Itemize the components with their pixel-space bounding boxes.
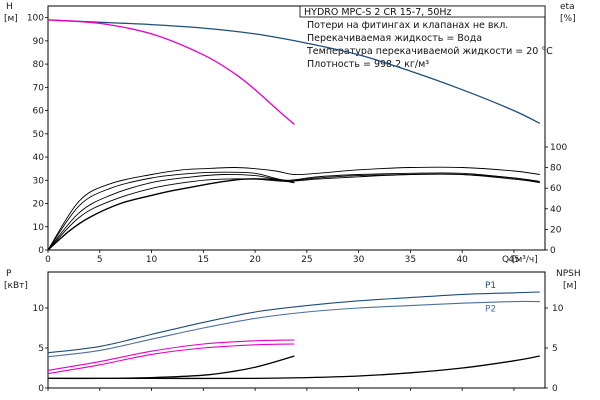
x-tick-label: 10 — [146, 255, 158, 265]
x-tick-label: 30 — [353, 255, 365, 265]
bottom-plot-frame — [47, 271, 546, 389]
tick-labels: 0 5 10 15 20 25 30 35 40 450102030405060708090100… — [27, 14, 568, 394]
h-tick-label: 30 — [33, 176, 45, 186]
bottom-curve-1 — [47, 291, 540, 354]
eta-tick-label: 0 — [550, 246, 556, 256]
eta-tick-label: 100 — [550, 143, 567, 153]
h-tick-label: 60 — [33, 107, 45, 117]
top-right-axis-label-line2: [%] — [560, 14, 576, 24]
x-tick-label: 5 — [97, 255, 103, 265]
x-tick-label: 35 — [405, 255, 416, 265]
h-tick-label: 90 — [33, 37, 45, 47]
h-tick-label: 20 — [33, 200, 45, 210]
bottom-right-axis-label-line1: NPSH — [556, 269, 581, 279]
efficiency-curve-1 — [47, 173, 540, 251]
eta-tick-label: 80 — [550, 164, 562, 174]
h-tick-label: 80 — [33, 60, 45, 70]
top-plot-frame — [47, 5, 546, 251]
npsh-tick-label: 10 — [552, 304, 564, 314]
chart-title: HYDRO MPC-S 2 CR 15-7, 50Hz — [304, 7, 452, 18]
eta-tick-label: 40 — [550, 205, 562, 215]
h-tick-label: 70 — [33, 83, 45, 93]
bottom-curve-3 — [47, 339, 295, 371]
npsh-tick-label: 0 — [552, 384, 558, 394]
info-line-3: Температура перекачиваемой жидкости = 20… — [306, 46, 553, 57]
title-box — [299, 5, 546, 18]
h-tick-label: 40 — [33, 153, 45, 163]
x-axis-label: Q [м³/ч] — [502, 255, 538, 265]
info-line-4: Плотность = 998.2 кг/м³ — [307, 59, 429, 70]
efficiency-curve-4 — [47, 166, 540, 251]
eta-tick-label: 20 — [550, 225, 562, 235]
p-tick-label: 5 — [38, 344, 44, 354]
info-line-1: Потери на фитингах и клапанах не вкл. — [307, 20, 508, 31]
x-tick-label: 0 — [45, 255, 51, 265]
bottom-curve-2 — [47, 300, 540, 358]
p-tick-label: 0 — [38, 384, 44, 394]
series-label-p2: P2 — [485, 305, 496, 315]
x-tick-label: 25 — [301, 255, 312, 265]
bottom-right-axis-label-line2: [м] — [563, 281, 577, 291]
top-series — [47, 19, 541, 251]
x-tick-label: 45 — [508, 255, 519, 265]
p-tick-label: 10 — [33, 304, 45, 314]
top-left-axis-label-line2: [м] — [4, 14, 18, 24]
h-tick-label: 10 — [33, 223, 45, 233]
bottom-curve-4 — [47, 343, 295, 375]
efficiency-curve-3 — [47, 171, 540, 251]
eta-tick-label: 60 — [550, 184, 562, 194]
h-tick-label: 0 — [38, 246, 44, 256]
head-curve-1 — [47, 19, 541, 124]
bottom-left-axis-label-line2: [кВт] — [4, 281, 28, 291]
bottom-curve-6 — [47, 355, 540, 380]
efficiency-curve-2 — [47, 172, 540, 251]
series-labels: P1 P2 — [485, 281, 496, 315]
info-line-2: Перекачиваемая жидкость = Вода — [307, 33, 482, 44]
bottom-left-axis-label-line1: P — [6, 269, 12, 279]
h-tick-label: 100 — [27, 14, 44, 24]
head-curve-2 — [47, 19, 295, 125]
top-left-axis-label-line1: H — [6, 2, 13, 12]
bottom-series — [47, 291, 540, 380]
efficiency-curve-5 — [47, 178, 295, 251]
x-tick-label: 40 — [456, 255, 468, 265]
npsh-tick-label: 5 — [552, 344, 558, 354]
h-tick-label: 50 — [33, 130, 45, 140]
x-tick-label: 20 — [249, 255, 261, 265]
x-tick-label: 15 — [198, 255, 209, 265]
series-label-p1: P1 — [485, 281, 496, 291]
top-right-axis-label-line1: eta — [560, 2, 575, 12]
